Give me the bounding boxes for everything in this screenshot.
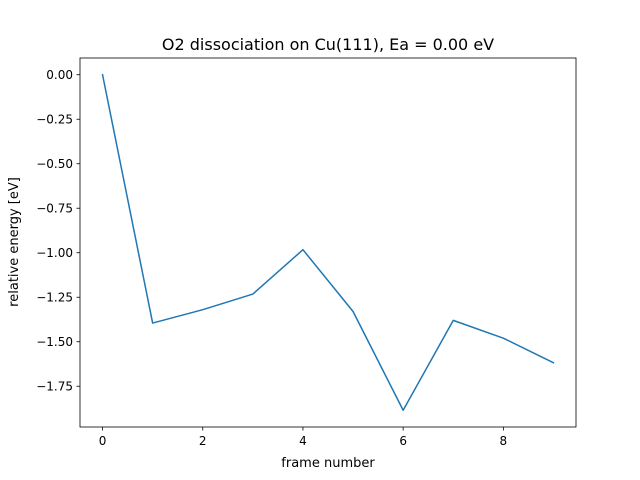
- y-tick-label: −1.25: [36, 291, 73, 305]
- chart-title: O2 dissociation on Cu(111), Ea = 0.00 eV: [162, 35, 494, 54]
- x-tick-label: 0: [99, 434, 107, 448]
- y-tick-label: −0.25: [36, 113, 73, 127]
- axes-frame: [79, 57, 577, 428]
- x-axis-label: frame number: [281, 456, 375, 471]
- y-tick-label: −1.00: [36, 246, 73, 260]
- y-tick-label: −1.50: [36, 335, 73, 349]
- y-tick-label: −1.75: [36, 380, 73, 394]
- x-tick-label: 6: [399, 434, 407, 448]
- y-tick-label: −0.75: [36, 202, 73, 216]
- plot-area: 0 2 4 6 8 0.00 −0.25 −0.50 −0.75 −1.00 −1.25 −1.50 −…: [36, 57, 577, 448]
- y-tick-label: 0.00: [46, 68, 73, 82]
- series-line-0: [101, 73, 555, 412]
- x-tick-label: 8: [500, 434, 508, 448]
- x-tick-label: 2: [199, 434, 207, 448]
- x-tick-label: 4: [299, 434, 307, 448]
- y-axis-label: relative energy [eV]: [7, 177, 22, 307]
- y-tick-label: −0.50: [36, 157, 73, 171]
